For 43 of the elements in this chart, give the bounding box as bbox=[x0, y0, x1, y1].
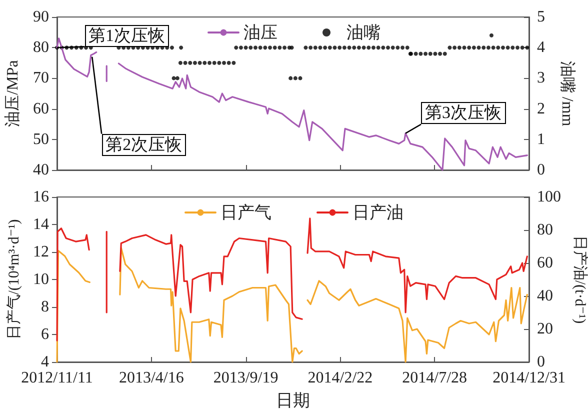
x-tick-label: 2014/12/31 bbox=[492, 370, 566, 386]
legend-label: 油压 bbox=[244, 23, 278, 42]
y2-tick-label: 2 bbox=[537, 100, 545, 118]
y-tick-label: 8 bbox=[41, 298, 49, 316]
annotation: 第3次压恢 bbox=[421, 102, 506, 124]
legend-label: 油嘴 bbox=[346, 23, 380, 42]
y2-tick-label: 100 bbox=[537, 188, 561, 206]
x-tick-label: 2014/7/28 bbox=[402, 370, 468, 386]
y2-tick-label: 80 bbox=[537, 222, 553, 238]
legend-label: 日产气 bbox=[220, 203, 272, 222]
y-axis-title: 油压/MPa bbox=[4, 60, 22, 127]
y-tick-label: 80 bbox=[33, 39, 49, 56]
y-tick-label: 70 bbox=[33, 70, 49, 87]
y-tick-label: 50 bbox=[33, 130, 49, 148]
y2-tick-label: 3 bbox=[537, 70, 545, 87]
x-axis-title: 日期 bbox=[276, 391, 310, 410]
y-tick-label: 12 bbox=[33, 244, 49, 260]
x-tick-label: 2012/11/11 bbox=[21, 370, 93, 386]
y2-axis-title: 日产油/(t·d⁻¹) bbox=[571, 235, 588, 324]
annotation: 第1次压恢 bbox=[84, 24, 169, 47]
y-tick-label: 60 bbox=[33, 100, 49, 118]
y2-tick-label: 0 bbox=[537, 354, 545, 370]
x-tick-label: 2013/9/19 bbox=[213, 370, 278, 386]
y-tick-label: 6 bbox=[41, 326, 49, 343]
x-tick-label: 2013/4/16 bbox=[118, 370, 184, 386]
y2-tick-label: 0 bbox=[537, 162, 545, 178]
y-tick-label: 90 bbox=[33, 8, 49, 26]
y-tick-label: 14 bbox=[33, 216, 49, 233]
y-tick-label: 16 bbox=[33, 188, 49, 206]
y-axis-title: 日产气/(10⁴m³·d⁻¹) bbox=[6, 219, 23, 340]
y-tick-label: 10 bbox=[33, 271, 49, 288]
y2-tick-label: 40 bbox=[537, 288, 553, 304]
y2-tick-label: 1 bbox=[537, 130, 545, 148]
y2-tick-label: 5 bbox=[537, 8, 545, 26]
annotation: 第2次压恢 bbox=[102, 134, 186, 156]
x-tick-label: 2014/2/22 bbox=[308, 370, 373, 386]
y-tick-label: 40 bbox=[33, 162, 49, 178]
y2-tick-label: 4 bbox=[537, 39, 545, 56]
y2-tick-label: 20 bbox=[537, 320, 553, 338]
legend-label: 日产油 bbox=[352, 203, 404, 222]
y-tick-label: 4 bbox=[41, 354, 49, 370]
y2-tick-label: 60 bbox=[537, 254, 553, 272]
y2-axis-title: 油嘴 /mm bbox=[558, 60, 576, 127]
